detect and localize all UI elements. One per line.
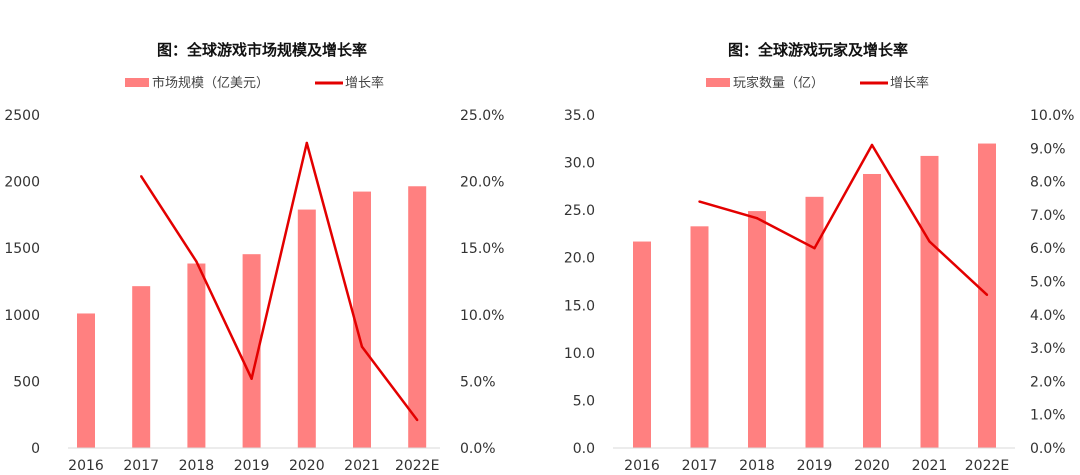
y-right-tick-label: 10.0% xyxy=(460,308,504,324)
y-right-tick-label: 5.0% xyxy=(460,374,496,390)
y-right-tick-label: 10.0% xyxy=(1030,108,1074,124)
growth-point xyxy=(360,345,364,348)
y-left-tick-label: 0.0 xyxy=(573,441,595,457)
y-right-tick-label: 1.0% xyxy=(1030,408,1066,424)
bar xyxy=(633,241,651,448)
y-left-tick-label: 10.0 xyxy=(564,346,595,362)
y-left-tick-label: 35.0 xyxy=(564,108,595,124)
y-left-tick-label: 15.0 xyxy=(564,298,595,314)
y-right-tick-label: 25.0% xyxy=(460,108,504,124)
chart-title: 图：全球游戏玩家及增长率 xyxy=(728,41,908,59)
y-right-tick-label: 6.0% xyxy=(1030,241,1066,257)
y-right-tick-label: 3.0% xyxy=(1030,341,1066,357)
bar xyxy=(863,173,881,448)
x-tick-label: 2018 xyxy=(739,458,775,474)
growth-point xyxy=(755,217,759,220)
bar xyxy=(690,226,709,448)
growth-point xyxy=(813,247,816,250)
bar xyxy=(187,263,206,448)
y-right-tick-label: 5.0% xyxy=(1030,275,1066,291)
growth-point xyxy=(195,260,198,263)
bar xyxy=(242,254,261,448)
bar xyxy=(297,209,316,448)
x-tick-label: 2018 xyxy=(179,458,215,474)
bar xyxy=(353,191,371,448)
x-tick-label: 2017 xyxy=(682,458,718,474)
legend-bar-label: 玩家数量（亿） xyxy=(733,75,824,91)
bar xyxy=(748,211,766,448)
x-tick-label: 2021 xyxy=(912,458,948,474)
y-left-tick-label: 500 xyxy=(13,374,40,390)
y-left-tick-label: 1000 xyxy=(4,308,40,324)
y-right-tick-label: 2.0% xyxy=(1030,374,1066,390)
bar xyxy=(77,313,95,448)
bar xyxy=(132,286,151,448)
y-left-tick-label: 20.0 xyxy=(564,251,595,267)
y-right-tick-label: 0.0% xyxy=(1030,441,1066,457)
growth-line xyxy=(699,143,988,296)
y-right-tick-label: 0.0% xyxy=(460,441,496,457)
y-left-tick-label: 2500 xyxy=(4,108,40,124)
y-right-tick-label: 8.0% xyxy=(1030,175,1066,191)
x-tick-label: 2016 xyxy=(68,458,104,474)
x-tick-label: 2019 xyxy=(234,458,270,474)
growth-point xyxy=(416,418,419,422)
y-left-tick-label: 0 xyxy=(31,441,40,457)
legend-line-label: 增长率 xyxy=(345,75,384,91)
x-tick-label: 2022E xyxy=(965,458,1009,474)
x-tick-label: 2021 xyxy=(344,458,380,474)
y-left-tick-label: 30.0 xyxy=(564,156,595,172)
legend-line-label: 增长率 xyxy=(890,75,929,91)
chart-title: 图：全球游戏市场规模及增长率 xyxy=(157,41,367,59)
x-tick-label: 2022E xyxy=(395,458,439,474)
y-right-tick-label: 7.0% xyxy=(1030,208,1066,224)
x-tick-label: 2017 xyxy=(123,458,159,474)
growth-point xyxy=(870,143,874,147)
legend-bar-swatch xyxy=(706,78,730,87)
y-right-tick-label: 4.0% xyxy=(1030,308,1066,324)
x-tick-label: 2019 xyxy=(797,458,833,474)
y-left-tick-label: 1500 xyxy=(4,241,40,257)
legend-bar-label: 市场规模（亿美元） xyxy=(152,75,269,91)
y-right-tick-label: 9.0% xyxy=(1030,141,1066,157)
y-right-tick-label: 15.0% xyxy=(460,241,504,257)
x-tick-label: 2020 xyxy=(289,458,325,474)
growth-point xyxy=(698,200,701,203)
bar xyxy=(805,196,824,448)
x-tick-label: 2016 xyxy=(624,458,660,474)
growth-line xyxy=(140,141,419,421)
legend-bar-swatch xyxy=(125,78,149,87)
x-tick-label: 2020 xyxy=(854,458,890,474)
growth-point xyxy=(305,141,308,145)
y-right-tick-label: 20.0% xyxy=(460,175,504,191)
growth-point xyxy=(928,240,931,243)
y-left-tick-label: 25.0 xyxy=(564,203,595,219)
y-left-tick-label: 5.0 xyxy=(573,393,595,409)
growth-point xyxy=(250,377,253,380)
bar xyxy=(408,186,427,448)
y-left-tick-label: 2000 xyxy=(4,175,40,191)
growth-point xyxy=(985,293,989,297)
growth-point xyxy=(140,175,143,178)
bar xyxy=(920,155,939,448)
